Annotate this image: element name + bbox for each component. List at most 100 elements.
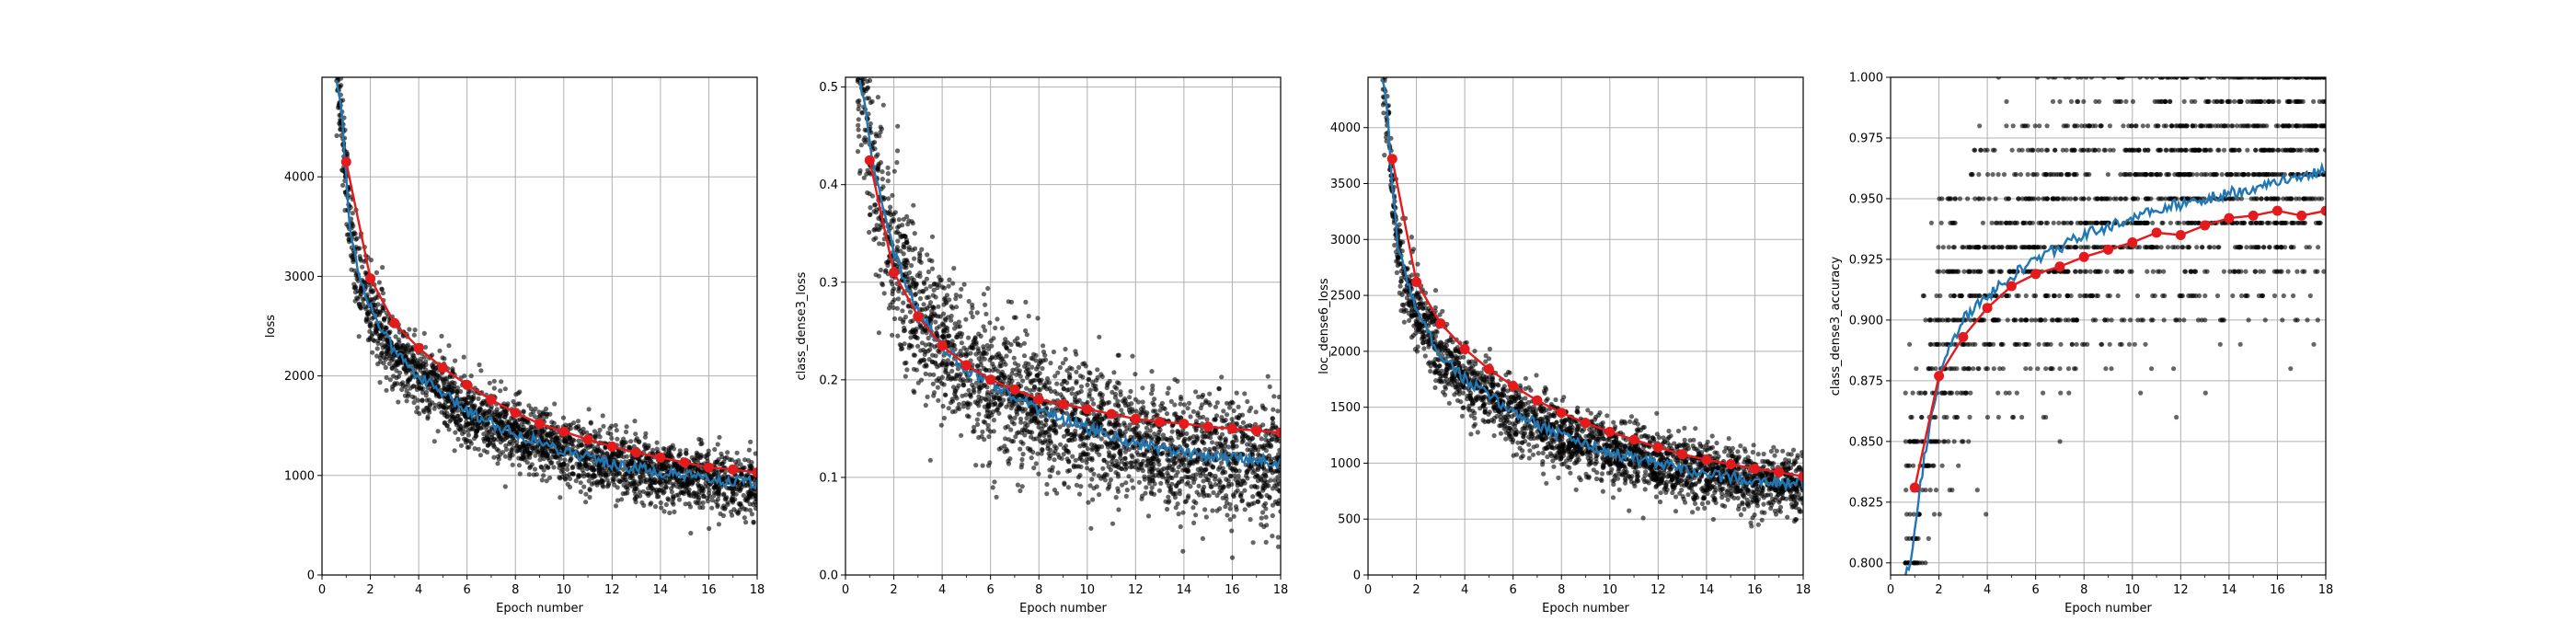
scatter-point [1085,446,1090,452]
scatter-point [1199,429,1204,434]
scatter-point [974,310,980,316]
scatter-point [1146,433,1153,439]
scatter-point [583,491,589,497]
scatter-point [964,413,971,419]
scatter-point [1052,419,1057,424]
scatter-point [1044,481,1050,488]
scatter-point [743,473,749,478]
scatter-point [1159,451,1165,456]
scatter-point [514,448,520,454]
scatter-point [1231,408,1236,414]
scatter-point [1040,365,1045,372]
scatter-point [961,282,967,287]
scatter-point [1226,405,1233,410]
epoch-marker [486,395,497,406]
scatter-point [880,177,885,182]
scatter-point [894,160,900,166]
scatter-point [362,270,368,275]
scatter-point [537,457,543,463]
scatter-point [623,429,629,435]
scatter-point [688,493,694,499]
scatter-point [953,305,960,310]
scatter-point [941,382,947,387]
scatter-point [382,316,387,321]
scatter-point [867,229,872,236]
scatter-point [1219,460,1225,466]
scatter-point [461,354,466,360]
scatter-point [1151,414,1156,420]
scatter-point [1055,370,1061,375]
scatter-point [336,63,340,68]
scatter-point [427,409,432,415]
scatter-point [1047,434,1052,441]
scatter-point [1140,385,1145,391]
scatter-point [621,482,627,488]
scatter-point [891,316,898,322]
scatter-point [931,287,937,293]
scatter-point [477,362,482,368]
scatter-point [521,408,526,414]
scatter-point [1128,465,1133,470]
x-tick-label: 10 [557,583,572,597]
scatter-point [472,421,478,427]
scatter-point [734,450,740,455]
epoch-marker [365,273,376,284]
scatter-point [615,498,621,503]
scatter-point [744,482,750,489]
scatter-point [1120,431,1125,437]
scatter-point [592,474,597,479]
scatter-point [671,483,676,489]
scatter-point [1226,444,1232,450]
scatter-point [981,292,986,297]
scatter-point [604,472,609,477]
scatter-point [465,395,471,400]
scatter-point [925,394,930,399]
scatter-point [374,346,380,351]
scatter-point [614,428,619,433]
scatter-point [1180,548,1186,554]
scatter-point [955,366,960,372]
scatter-point [396,374,401,379]
scatter-point [481,436,487,442]
scatter-point [367,335,373,340]
scatter-point [599,466,604,471]
scatter-point [907,309,914,315]
scatter-point [463,401,469,407]
scatter-point [1064,443,1069,449]
scatter-point [1044,380,1050,385]
scatter-point [498,388,503,394]
scatter-point [567,476,573,482]
scatter-point [450,380,455,385]
scatter-point [1028,430,1033,435]
scatter-point [886,196,891,201]
scatter-point [441,402,446,408]
scatter-point [1165,506,1170,512]
scatter-point [342,208,348,213]
scatter-point [667,477,673,482]
scatter-point [495,461,500,466]
scatter-point [876,330,882,336]
scatter-point [636,439,642,445]
scatter-point [393,334,398,339]
scatter-point [749,512,755,517]
scatter-point [901,300,906,305]
scatter-point [1184,481,1190,487]
scatter-point [1140,410,1145,416]
scatter-point [384,374,389,380]
scatter-point [968,377,973,384]
batch-scatter [855,77,1281,560]
scatter-point [1012,415,1018,420]
scatter-point [874,223,880,228]
scatter-point [1052,488,1057,493]
scatter-point [995,407,1000,412]
scatter-point [495,454,500,459]
scatter-point [1193,472,1199,477]
scatter-point [417,385,422,391]
scatter-point [742,457,748,463]
scatter-point [1200,489,1206,494]
scatter-point [706,448,711,454]
scatter-point [591,464,596,469]
scatter-point [1131,485,1136,490]
scatter-point [881,195,887,201]
scatter-point [1217,435,1223,441]
